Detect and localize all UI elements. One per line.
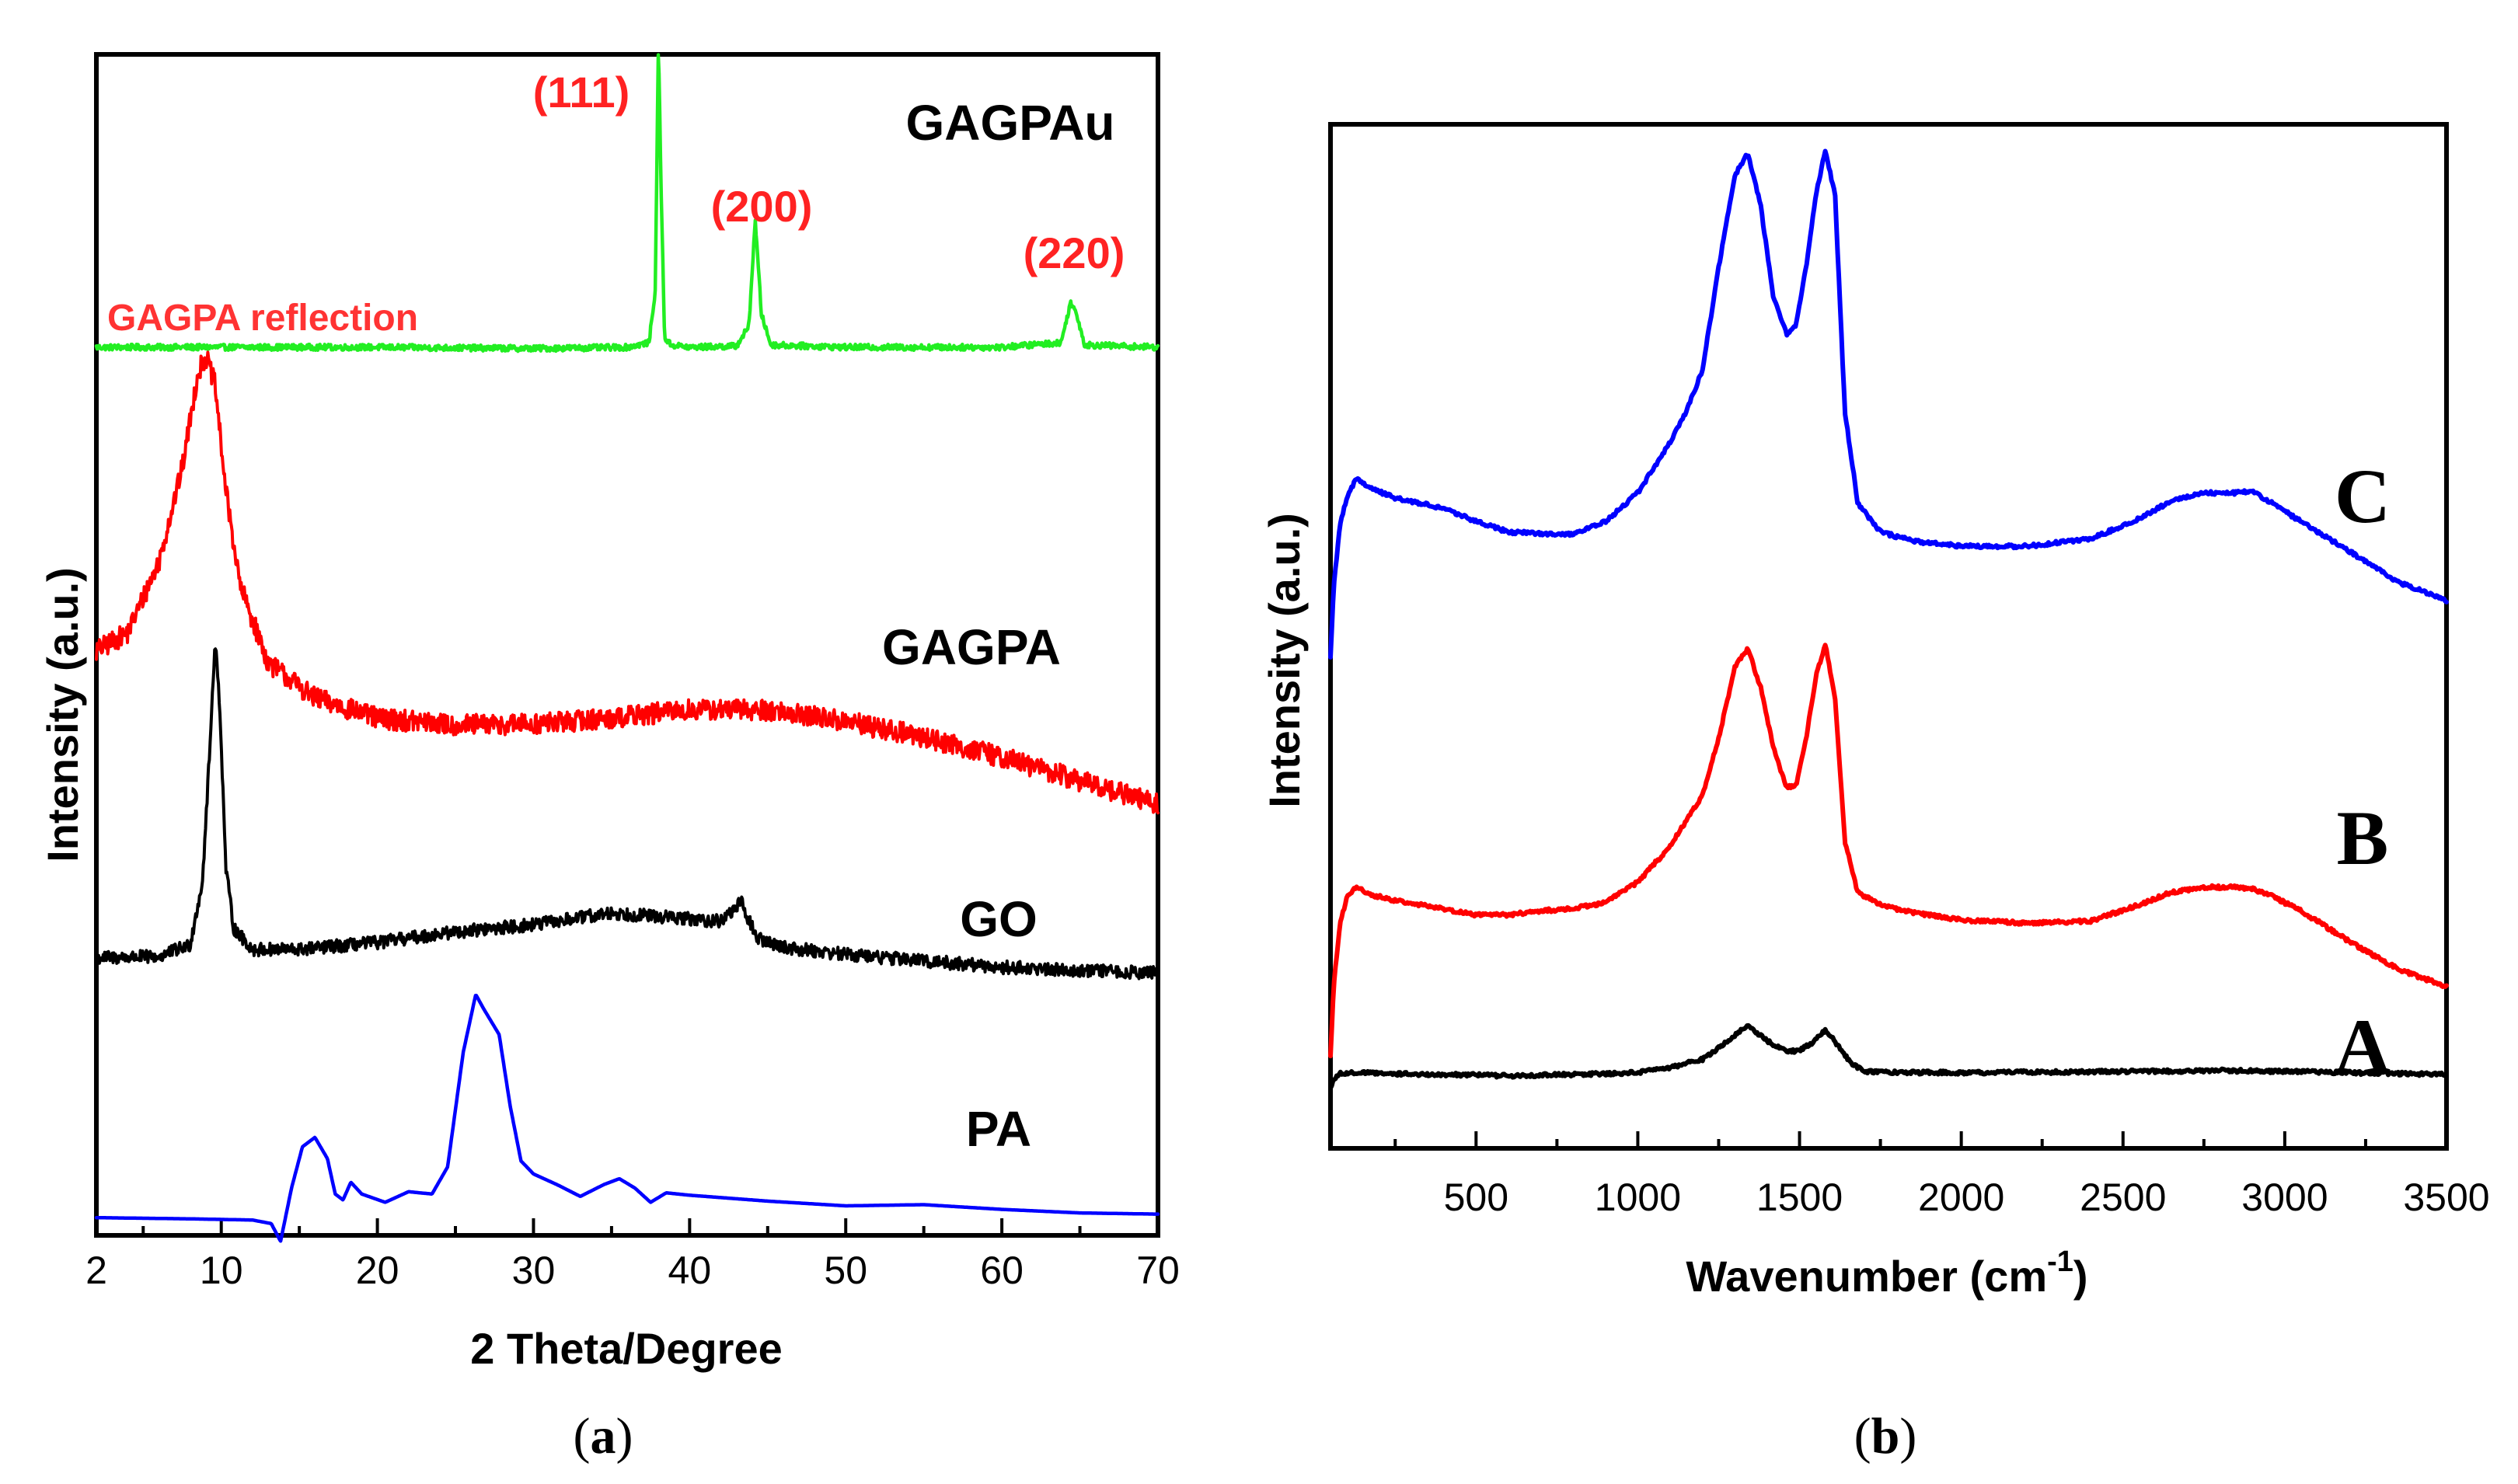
panel-a-annotation-miller-index: (200) [711,182,813,231]
panel-b-series: C B A [1328,148,2449,1091]
panel-a-series-label-go: GO [960,891,1038,947]
panel-b-x-ticks: 500 1000 1500 2000 2500 3000 3500 [1393,1131,2490,1219]
panel-b-caption: (b) [1854,1408,1917,1465]
panel-b-raman-chart: 500 1000 1500 2000 2500 3000 3500 C B A Wavenumb… [1260,122,2490,1465]
panel-a-x-tick-label: 60 [980,1249,1024,1292]
panel-a-series-go-line [95,647,1160,981]
panel-a-annotation-miller-index: (220) [1024,228,1125,277]
panel-a-x-tick-label: 30 [512,1249,556,1292]
panel-a-x-tick-label: 50 [824,1249,867,1292]
panel-b-x-tick-label: 500 [1444,1176,1508,1219]
panel-b-series-c-line [1328,148,2449,660]
panel-b-x-tick-label: 2000 [1918,1176,2004,1219]
panel-a-series: GAGPAu GAGPA GO PA [94,53,1160,1243]
panel-b-axes-frame [1328,122,2449,1151]
panel-a-series-gagpau-line [94,53,1160,354]
panel-b-x-tick-label: 3000 [2241,1176,2328,1219]
panel-a-x-tick-label: 40 [668,1249,712,1292]
panel-b-x-tick-label: 1500 [1756,1176,1843,1219]
panel-b-x-tick-label: 1000 [1595,1176,1681,1219]
panel-a-x-ticks: 2 10 20 30 40 50 60 70 [85,1218,1180,1292]
panel-b-series-b-line [1328,643,2449,1059]
panel-b-x-axis-title: Wavenumber (cm-1) [1686,1245,2087,1301]
panel-b-series-label-c: C [2335,453,2391,539]
panel-b-series-label-a: A [2335,1003,2391,1089]
panel-a-x-tick-label: 20 [356,1249,399,1292]
panel-a-annotation-miller-index: (111) [533,68,630,117]
panel-a-caption: (a) [574,1408,633,1465]
panel-a-x-axis-title: 2 Theta/Degree [470,1324,783,1373]
panel-b-series-label-b: B [2337,795,2389,881]
panel-a-series-pa-line [94,993,1160,1243]
panel-a-y-axis-title: Intensity (a.u.) [38,567,87,862]
panel-a-series-gagpa-line [95,350,1160,815]
panel-a-x-tick-label: 70 [1136,1249,1180,1292]
panel-b-x-tick-label: 2500 [2080,1176,2166,1219]
panel-a-xrd-chart: 2 10 20 30 40 50 60 70 GAGPAu GAGPA GO PA (111) (20… [38,52,1180,1465]
panel-b-x-tick-label: 3500 [2403,1176,2489,1219]
panel-a-x-tick-label: 10 [200,1249,243,1292]
panel-a-x-tick-label: 2 [85,1249,107,1292]
panel-a-annotation-gagpa-reflection: GAGPA reflection [107,298,418,339]
panel-a-annotations: (111) (200) (220) GAGPA reflection [107,68,1125,339]
panel-a-series-label-gagpa: GAGPA [882,619,1061,675]
panel-a-series-label-gagpau: GAGPAu [905,95,1114,151]
panel-b-series-a-line [1328,1022,2449,1091]
panel-a-series-label-pa: PA [966,1101,1031,1157]
panel-b-y-axis-title: Intensity (a.u.) [1260,513,1309,808]
